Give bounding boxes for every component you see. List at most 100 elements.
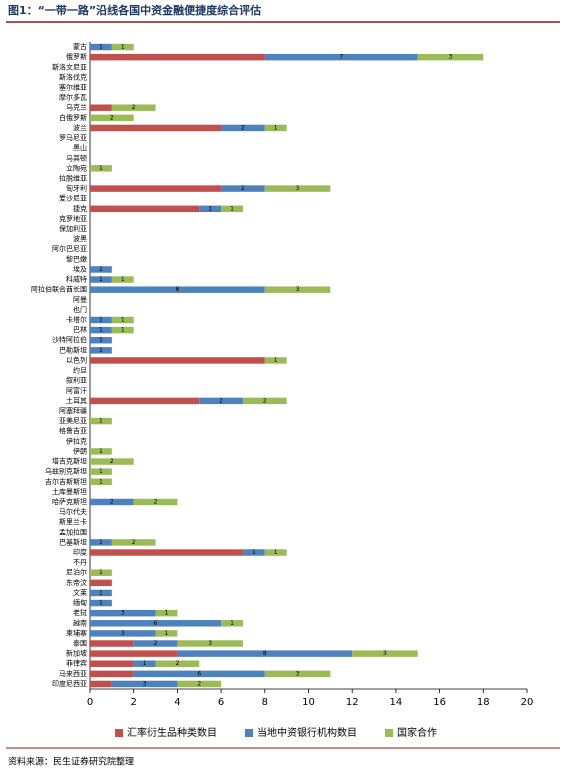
x-tick-label: 8 [262, 697, 268, 708]
value-label: 1 [99, 569, 103, 576]
value-label: 1 [99, 44, 103, 51]
y-tick-label: 也门 [73, 305, 87, 314]
bar-segment [90, 316, 112, 324]
value-label: 1 [230, 620, 234, 627]
value-label: 2 [175, 660, 179, 667]
legend-swatch [245, 729, 253, 737]
value-label: 2 [132, 104, 136, 111]
y-tick-label: 阿拉伯联合酋长国 [31, 285, 87, 294]
x-tick-label: 2 [131, 697, 137, 708]
bar-segment [90, 599, 112, 607]
value-label: 1 [99, 276, 103, 283]
bar-segment [177, 640, 243, 647]
bar-segment [221, 124, 265, 132]
value-label: 2 [154, 640, 158, 647]
bar-segment [264, 185, 331, 192]
y-tick-label: 克罗地亚 [59, 214, 87, 223]
value-label: 3 [383, 650, 387, 657]
y-tick-label: 卡塔尔 [66, 315, 87, 324]
value-label: 1 [99, 468, 103, 475]
value-label: 2 [241, 185, 245, 192]
bar-segment [90, 660, 134, 667]
y-tick-label: 伊朗 [73, 446, 87, 455]
value-label: 1 [274, 124, 278, 131]
x-tick-label: 20 [521, 697, 534, 708]
y-tick-label: 越南 [73, 618, 87, 627]
y-tick-label: 巴勒斯坦 [59, 345, 87, 354]
value-label: 7 [339, 54, 343, 61]
bar-segment [90, 640, 134, 647]
bar-segment [111, 326, 134, 334]
x-tick-label: 6 [218, 697, 224, 708]
value-label: 1 [121, 276, 125, 283]
bar-segment [90, 549, 243, 556]
y-tick-label: 老挝 [73, 608, 87, 617]
bar-segment [90, 266, 112, 273]
bar-segment [90, 357, 265, 364]
value-label: 2 [132, 539, 136, 546]
y-tick-label: 尼泊尔 [66, 568, 87, 577]
value-label: 3 [143, 680, 147, 687]
y-tick-label: 巴基斯坦 [59, 537, 87, 546]
bar-segment [264, 286, 331, 293]
bar-segment [90, 43, 112, 51]
bar-segment [90, 670, 134, 678]
value-label: 1 [99, 327, 103, 334]
y-tick-label: 保加利亚 [59, 224, 87, 233]
value-label: 2 [241, 124, 245, 131]
bar-segment [90, 468, 112, 475]
y-tick-label: 塔吉克斯坦 [52, 457, 87, 466]
y-tick-label: 白俄罗斯 [59, 113, 87, 122]
bar-segment [264, 549, 287, 556]
bar-segment [221, 205, 243, 213]
y-tick-label: 格鲁吉亚 [59, 426, 87, 435]
source: 资料来源：民生证券研究院整理 [8, 756, 134, 768]
y-tick-label: 菲律宾 [66, 659, 87, 668]
y-tick-label: 东帝汶 [66, 578, 87, 587]
y-tick-label: 黑山 [73, 143, 87, 152]
value-label: 1 [121, 44, 125, 51]
y-tick-label: 乌兹别克斯坦 [45, 467, 87, 476]
value-label: 1 [99, 418, 103, 425]
y-tick-label: 捷克 [73, 204, 87, 213]
value-label: 1 [99, 448, 103, 455]
value-label: 1 [165, 610, 169, 617]
value-label: 1 [274, 357, 278, 364]
y-tick-label: 以色列 [66, 355, 87, 364]
y-tick-label: 沙特阿拉伯 [52, 335, 87, 344]
value-label: 1 [121, 317, 125, 324]
y-tick-label: 马其顿 [66, 153, 87, 162]
bar-segment [90, 498, 134, 506]
y-tick-label: 阿曼 [73, 295, 87, 304]
y-tick-label: 匈牙利 [66, 184, 87, 193]
y-tick-label: 吉尔吉斯斯坦 [45, 477, 87, 486]
bar-segment [90, 680, 112, 688]
value-label: 1 [143, 660, 147, 667]
y-tick-label: 乌克兰 [66, 103, 87, 112]
bar-segment [242, 549, 265, 556]
y-tick-label: 泰国 [73, 639, 87, 648]
x-tick-label: 18 [477, 697, 490, 708]
y-tick-label: 埃及 [73, 264, 87, 273]
bar-segment [90, 165, 112, 172]
value-label: 2 [219, 397, 223, 404]
value-label: 2 [110, 458, 114, 465]
legend-label: 国家合作 [397, 726, 437, 739]
y-tick-label: 波兰 [73, 123, 87, 132]
x-tick-label: 10 [302, 697, 315, 708]
value-label: 3 [296, 286, 300, 293]
bar-segment [90, 397, 200, 405]
value-label: 1 [252, 549, 256, 556]
y-tick-label: 斯里兰卡 [59, 517, 87, 526]
bar-segment [90, 53, 265, 61]
bar-segment [111, 316, 134, 324]
legend-swatch [385, 729, 393, 737]
bar-segment [177, 680, 222, 688]
bar-segment [221, 185, 265, 192]
bar-segment [90, 630, 156, 637]
y-tick-label: 爱沙尼亚 [59, 195, 87, 203]
bar-segment [90, 124, 222, 132]
value-label: 1 [274, 549, 278, 556]
bar-segment [90, 326, 112, 334]
value-label: 3 [449, 54, 453, 61]
